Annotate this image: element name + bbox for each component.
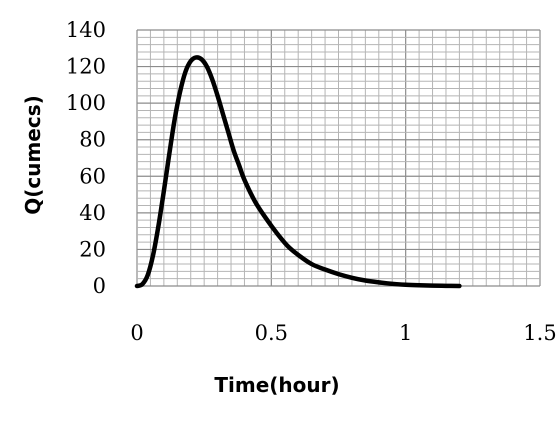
series-layer xyxy=(134,55,462,289)
tick-labels: 0 20 40 60 80 100 120 140 0 0.5 1 1.5 xyxy=(66,18,557,345)
grid xyxy=(136,29,541,287)
y-tick-label: 60 xyxy=(79,164,106,188)
y-tick-label: 100 xyxy=(66,91,106,115)
y-axis-title: Q(cumecs) xyxy=(21,95,45,215)
x-tick-label: 1 xyxy=(399,321,412,345)
x-axis-title: Time(hour) xyxy=(214,373,339,397)
x-tick-label: 0.5 xyxy=(255,321,288,345)
y-tick-label: 120 xyxy=(66,55,106,79)
y-tick-label: 20 xyxy=(79,237,106,261)
y-tick-label: 80 xyxy=(79,128,106,152)
y-tick-label: 140 xyxy=(66,18,106,42)
y-tick-label: 0 xyxy=(93,274,106,298)
y-tick-label: 40 xyxy=(79,201,106,225)
discharge-series-line xyxy=(134,55,462,289)
x-tick-label: 0 xyxy=(130,321,143,345)
x-tick-label: 1.5 xyxy=(523,321,556,345)
